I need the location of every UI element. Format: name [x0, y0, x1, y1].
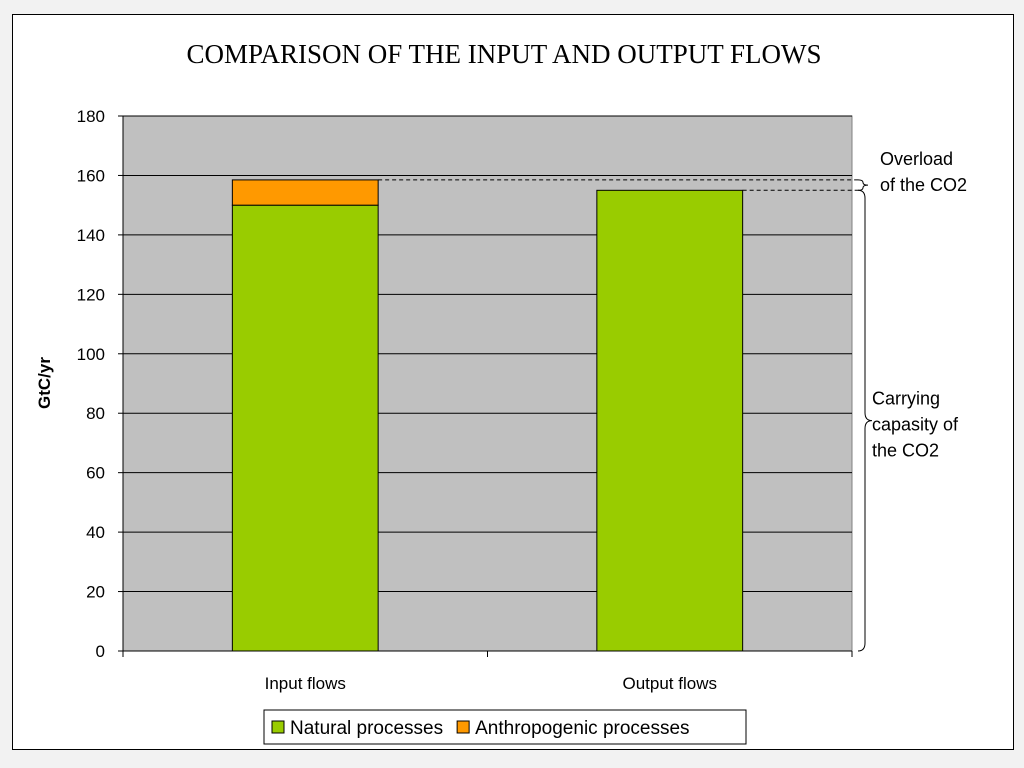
annotation-text: Overload: [880, 149, 953, 169]
x-tick-label: Input flows: [265, 674, 346, 693]
legend-label: Natural processes: [290, 718, 443, 739]
axes: 0 20 40 60 80 100 120 140 160 180 Input flows Outpu…: [77, 107, 853, 693]
annotation-text: Carrying: [872, 389, 940, 409]
bars: [231, 179, 744, 652]
annotation-text: of the CO2: [880, 175, 967, 195]
y-tick-label: 60: [86, 464, 105, 483]
annotations: Overload of the CO2 Carrying capasity of the…: [378, 149, 967, 652]
y-tick-label: 80: [86, 404, 105, 423]
y-tick-label: 40: [86, 523, 105, 542]
y-tick-label: 160: [77, 166, 105, 185]
brace-bracket: [857, 179, 869, 191]
y-tick-label: 180: [77, 107, 105, 126]
annotation-text: the CO2: [872, 441, 939, 461]
chart-title: COMPARISON OF THE INPUT AND OUTPUT FLOWS: [186, 39, 821, 69]
legend-label: Anthropogenic processes: [475, 718, 689, 739]
y-tick-label: 20: [86, 583, 105, 602]
legend-box: [263, 709, 747, 745]
legend: Natural processes Anthropogenic processes: [263, 709, 747, 745]
bar: [596, 189, 744, 652]
y-tick-label: 120: [77, 285, 105, 304]
bar: [231, 179, 379, 206]
annotation-text: capasity of: [872, 415, 959, 435]
y-axis-label: GtC/yr: [35, 357, 54, 409]
y-tick-label: 140: [77, 226, 105, 245]
y-tick-label: 100: [77, 345, 105, 364]
x-tick-label: Output flows: [623, 674, 718, 693]
bar: [231, 204, 379, 652]
legend-swatch: [271, 720, 285, 734]
legend-swatch: [456, 720, 470, 734]
y-tick-label: 0: [96, 642, 105, 661]
brace-bracket: [857, 189, 873, 652]
